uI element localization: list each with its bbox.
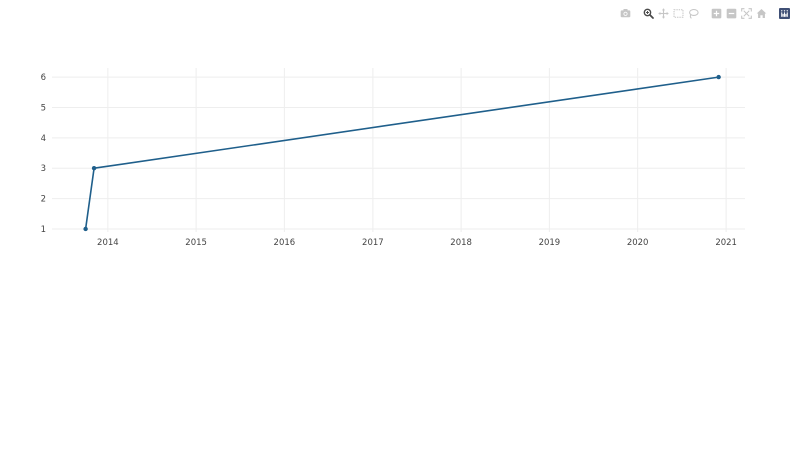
x-tick-label: 2018 <box>450 238 472 248</box>
y-tick-label: 3 <box>41 164 46 174</box>
x-tick-label: 2014 <box>97 238 119 248</box>
reset-axes-button[interactable] <box>754 5 769 21</box>
autoscale-button[interactable] <box>739 5 754 21</box>
x-tick-label: 2021 <box>715 238 737 248</box>
zoom-out-button[interactable] <box>724 5 739 21</box>
pan-button[interactable] <box>656 5 671 21</box>
series-layer <box>83 74 721 232</box>
modebar <box>610 5 792 21</box>
grid <box>52 68 745 232</box>
modebar-group <box>777 5 792 21</box>
lasso-select-icon <box>689 8 699 19</box>
box-select-button[interactable] <box>671 5 686 21</box>
autoscale-icon <box>741 7 752 19</box>
camera-button[interactable] <box>618 5 633 21</box>
y-tick-label: 5 <box>41 103 46 113</box>
data-point[interactable] <box>83 226 88 232</box>
plotly-logo-icon <box>779 7 790 19</box>
y-tick-label: 1 <box>41 225 46 235</box>
x-axis-ticks: 2014 2015 2016 2017 2018 2019 2020 2021 <box>97 238 737 248</box>
box-select-icon <box>673 8 684 18</box>
plotly-logo-button[interactable] <box>777 5 792 21</box>
lasso-select-button[interactable] <box>686 5 701 21</box>
modebar-group <box>709 5 769 21</box>
zoom-icon <box>643 8 654 19</box>
zoom-out-icon <box>726 8 737 18</box>
camera-icon <box>620 8 631 17</box>
modebar-group <box>618 5 633 21</box>
zoom-in-button[interactable] <box>709 5 724 21</box>
y-tick-label: 4 <box>41 134 46 144</box>
y-tick-label: 2 <box>41 195 46 205</box>
x-tick-label: 2020 <box>627 238 649 248</box>
y-axis-ticks: 1 2 3 4 5 6 <box>41 73 46 235</box>
y-tick-label: 6 <box>41 73 46 83</box>
series-line <box>84 76 719 230</box>
zoom-in-icon <box>711 8 722 18</box>
reset-axes-icon <box>756 8 767 18</box>
data-point[interactable] <box>91 166 97 171</box>
zoom-button[interactable] <box>641 5 656 21</box>
pan-icon <box>658 7 669 19</box>
x-tick-label: 2019 <box>539 238 561 248</box>
modebar-group <box>641 5 701 21</box>
x-tick-label: 2017 <box>362 238 384 248</box>
data-point[interactable] <box>716 74 721 80</box>
x-tick-label: 2015 <box>185 238 207 248</box>
x-tick-label: 2016 <box>274 238 296 248</box>
